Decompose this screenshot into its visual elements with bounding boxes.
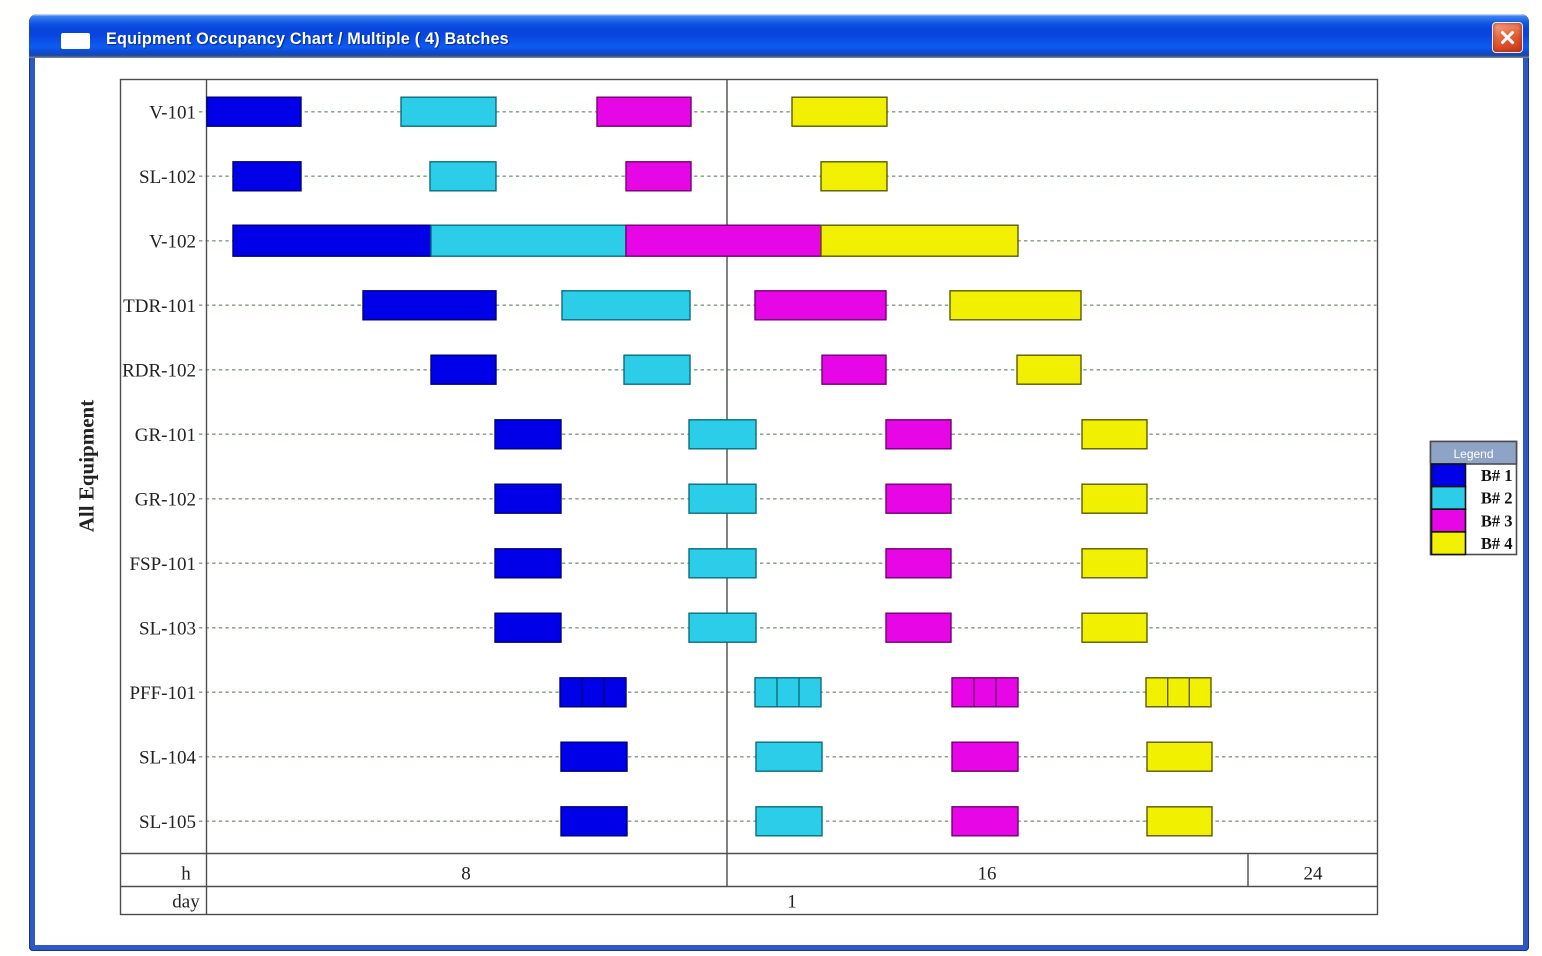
svg-text:B# 1: B# 1: [1481, 466, 1513, 485]
svg-text:SL-102: SL-102: [139, 167, 196, 188]
svg-text:day: day: [172, 892, 200, 913]
svg-text:PFF-101: PFF-101: [129, 683, 196, 704]
svg-text:B# 2: B# 2: [1481, 489, 1513, 508]
svg-text:h: h: [181, 864, 191, 885]
svg-text:1: 1: [787, 892, 797, 913]
svg-text:GR-101: GR-101: [135, 425, 196, 446]
svg-text:TDR-101: TDR-101: [123, 296, 196, 317]
svg-text:GR-102: GR-102: [135, 489, 196, 510]
svg-text:8: 8: [461, 864, 471, 885]
svg-text:V-102: V-102: [149, 231, 196, 252]
svg-text:RDR-102: RDR-102: [122, 360, 196, 381]
svg-text:24: 24: [1304, 864, 1324, 885]
svg-text:B# 3: B# 3: [1481, 511, 1513, 530]
svg-text:FSP-101: FSP-101: [129, 554, 196, 575]
svg-text:V-101: V-101: [149, 103, 196, 124]
svg-text:Legend: Legend: [1453, 447, 1493, 461]
svg-text:SL-104: SL-104: [139, 748, 197, 769]
svg-text:SL-103: SL-103: [139, 619, 196, 640]
svg-text:SL-105: SL-105: [139, 812, 196, 833]
svg-text:16: 16: [978, 864, 997, 885]
svg-text:B# 4: B# 4: [1481, 534, 1513, 553]
svg-text:All Equipment: All Equipment: [75, 400, 99, 532]
